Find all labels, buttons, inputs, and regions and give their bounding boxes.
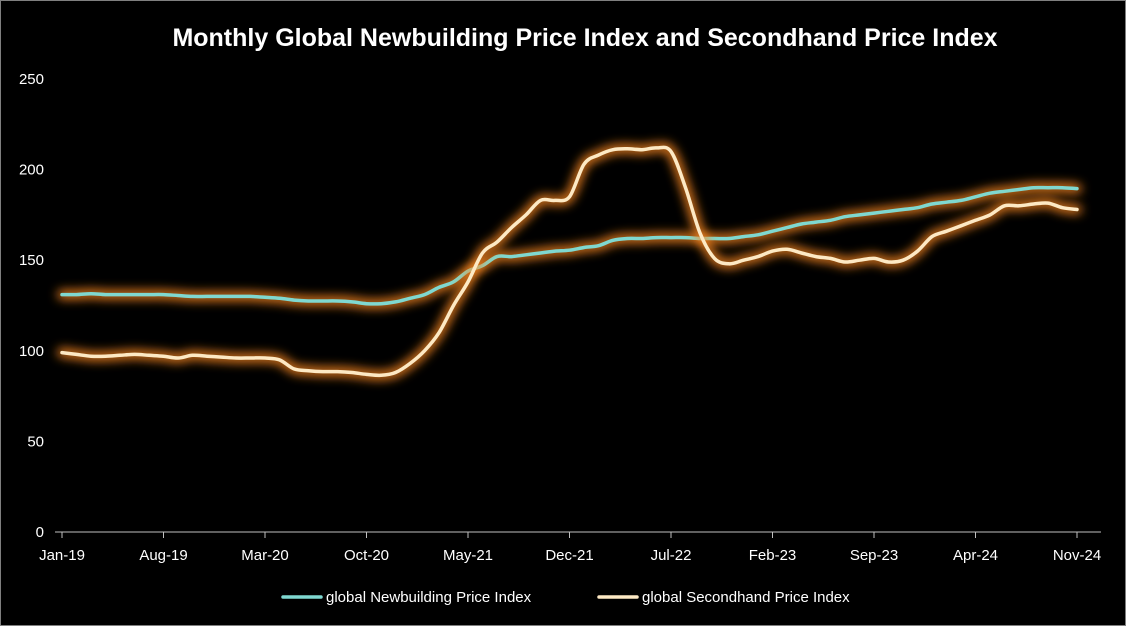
- y-tick-label: 250: [19, 71, 44, 88]
- x-tick-label: Apr-24: [953, 547, 998, 564]
- secondhand-series-line: [60, 145, 1079, 378]
- axes: 0 50 100 150 200 250 Jan-19 Aug-19 Mar-20 Oct-20 M…: [19, 71, 1101, 564]
- legend-label: global Secondhand Price Index: [642, 589, 850, 606]
- y-tick-label: 0: [36, 524, 44, 541]
- x-tick-label: Mar-20: [241, 547, 289, 564]
- legend-label: global Newbuilding Price Index: [326, 589, 532, 606]
- x-tick-label: May-21: [443, 547, 493, 564]
- x-tick-label: Nov-24: [1053, 547, 1101, 564]
- newbuilding-series-line: [60, 185, 1079, 306]
- x-tick-label: Jul-22: [651, 547, 692, 564]
- x-tick-label: Dec-21: [545, 547, 593, 564]
- x-tick-label: Aug-19: [139, 547, 187, 564]
- newbuilding-series: [57, 182, 1082, 309]
- y-tick-label: 150: [19, 252, 44, 269]
- y-tick-label: 200: [19, 162, 44, 179]
- x-tick-label: Jan-19: [39, 547, 85, 564]
- legend-item-secondhand: global Secondhand Price Index: [595, 589, 850, 606]
- legend: global Newbuilding Price Index global Sec…: [279, 589, 850, 606]
- y-tick-label: 50: [27, 433, 44, 450]
- y-tick-label: 100: [19, 343, 44, 360]
- x-tick-label: Oct-20: [344, 547, 389, 564]
- x-tick-label: Sep-23: [850, 547, 898, 564]
- series-layer: [57, 142, 1082, 381]
- secondhand-series-glow: [57, 142, 1082, 381]
- legend-item-newbuilding: global Newbuilding Price Index: [279, 589, 532, 606]
- secondhand-series: [57, 142, 1082, 381]
- chart-title: Monthly Global Newbuilding Price Index a…: [172, 24, 997, 52]
- x-tick-label: Feb-23: [749, 547, 797, 564]
